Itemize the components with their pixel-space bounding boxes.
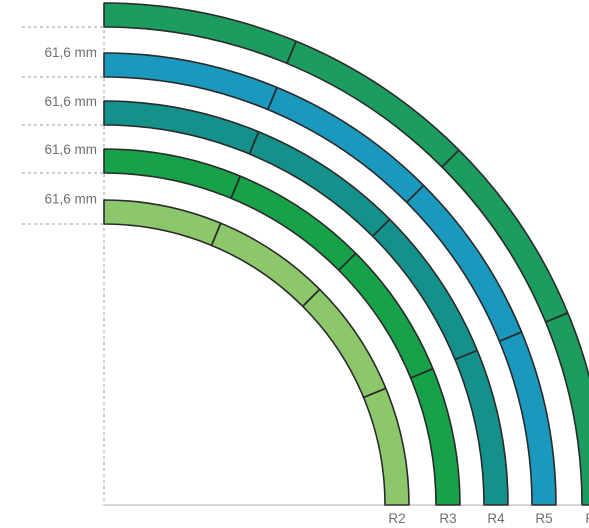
spacing-label: 61,6 mm xyxy=(44,94,97,109)
track-band-r6 xyxy=(103,2,589,506)
track-joint xyxy=(441,149,460,168)
track-joint xyxy=(302,288,321,307)
radius-label-r2: R2 xyxy=(388,511,405,526)
spacing-labels: 61,6 mm 61,6 mm 61,6 mm 61,6 mm xyxy=(44,45,97,207)
track-band-r5 xyxy=(103,52,557,506)
spacing-label: 61,6 mm xyxy=(44,142,97,157)
radius-labels: R6 R5 R4 R3 R2 xyxy=(388,511,589,526)
radius-label-r6: R6 xyxy=(585,511,589,526)
track-joint xyxy=(286,40,297,64)
track-joint xyxy=(499,331,522,343)
dimension-guides xyxy=(22,26,104,225)
track-joint xyxy=(248,131,260,155)
track-joint xyxy=(210,222,222,246)
track-joint xyxy=(406,184,425,203)
track-joint xyxy=(454,349,478,361)
track-band-r3 xyxy=(103,148,461,506)
track-joint xyxy=(545,312,569,323)
track-joint xyxy=(266,87,278,110)
spacing-label: 61,6 mm xyxy=(44,192,97,207)
track-bands xyxy=(103,2,589,506)
track-joint xyxy=(338,252,357,271)
track-joint xyxy=(363,387,387,399)
track-band-r4 xyxy=(103,100,509,506)
radius-label-r3: R3 xyxy=(439,511,456,526)
track-joint xyxy=(410,367,434,379)
spacing-label: 61,6 mm xyxy=(44,45,97,60)
track-joint xyxy=(230,175,242,199)
radius-label-r4: R4 xyxy=(487,511,505,526)
radius-label-r5: R5 xyxy=(535,511,552,526)
track-joint xyxy=(372,218,391,237)
track-band-r2 xyxy=(103,199,410,506)
